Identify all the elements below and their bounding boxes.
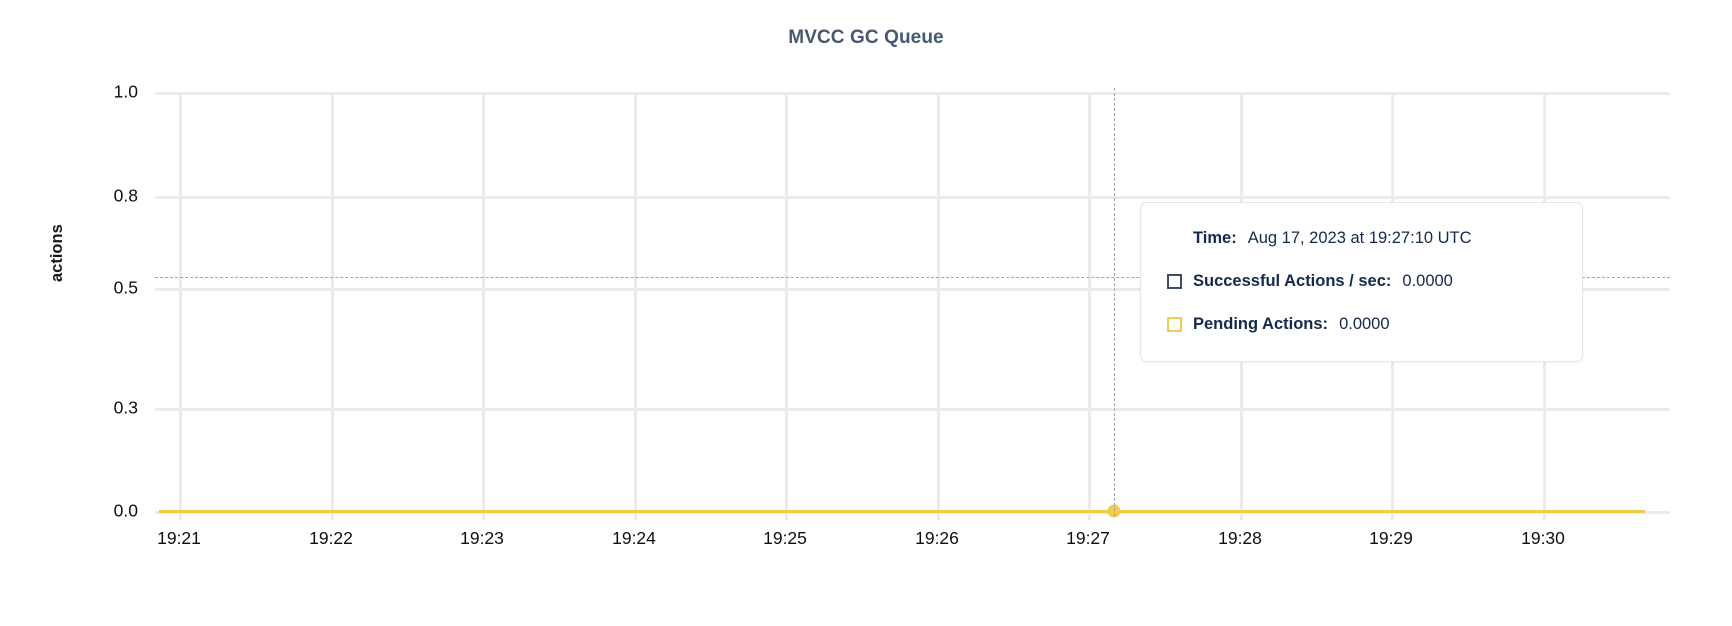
gridline-vertical — [937, 92, 940, 520]
gridline-vertical — [331, 92, 334, 520]
tooltip-row-pending-actions: Pending Actions: 0.0000 — [1167, 311, 1556, 337]
gridline-horizontal — [155, 196, 1670, 199]
y-tick-label: 0.3 — [113, 397, 138, 418]
tooltip-row-successful-actions: Successful Actions / sec: 0.0000 — [1167, 268, 1556, 294]
tooltip-series-label: Pending Actions: — [1193, 314, 1329, 333]
x-tick-label: 19:21 — [157, 528, 201, 548]
x-tick-label: 19:22 — [309, 528, 353, 548]
gridline-horizontal — [155, 408, 1670, 411]
y-axis-ticks: 1.0 0.8 0.5 0.3 0.0 — [60, 0, 155, 626]
chart-tooltip: Time: Aug 17, 2023 at 19:27:10 UTC Succe… — [1140, 202, 1583, 362]
dark-square-icon — [1167, 273, 1182, 289]
gridline-vertical — [785, 92, 788, 520]
gridline-horizontal — [155, 92, 1670, 95]
tooltip-time-value: Aug 17, 2023 at 19:27:10 UTC — [1247, 228, 1472, 247]
amber-square-icon — [1167, 316, 1182, 332]
x-tick-label: 19:25 — [763, 528, 807, 548]
x-tick-label: 19:29 — [1369, 528, 1413, 548]
swatch-placeholder-icon — [1167, 231, 1182, 246]
x-tick-label: 19:27 — [1066, 528, 1110, 548]
gridline-horizontal — [155, 288, 1670, 291]
crosshair-horizontal — [155, 277, 1670, 278]
tooltip-series-value: 0.0000 — [1402, 271, 1453, 290]
x-tick-label: 19:30 — [1521, 528, 1565, 548]
series-line-pending-actions — [159, 510, 1645, 513]
tooltip-series-value: 0.0000 — [1339, 314, 1390, 333]
x-tick-label: 19:24 — [612, 528, 656, 548]
x-tick-label: 19:28 — [1218, 528, 1262, 548]
tooltip-series-label: Successful Actions / sec: — [1193, 271, 1392, 290]
y-tick-label: 0.8 — [113, 185, 138, 206]
tooltip-row-time: Time: Aug 17, 2023 at 19:27:10 UTC — [1167, 225, 1556, 251]
crosshair-vertical — [1114, 88, 1115, 516]
gridline-vertical — [634, 92, 637, 520]
y-tick-label: 1.0 — [113, 81, 138, 102]
gridline-vertical — [482, 92, 485, 520]
x-tick-label: 19:23 — [460, 528, 504, 548]
y-tick-label: 0.5 — [113, 277, 138, 298]
gridline-vertical — [179, 92, 182, 520]
tooltip-time-label: Time: — [1193, 228, 1237, 247]
gridline-vertical — [1088, 92, 1091, 520]
page-title: MVCC GC Queue — [788, 27, 944, 48]
x-tick-label: 19:26 — [915, 528, 959, 548]
y-tick-label: 0.0 — [113, 500, 138, 521]
